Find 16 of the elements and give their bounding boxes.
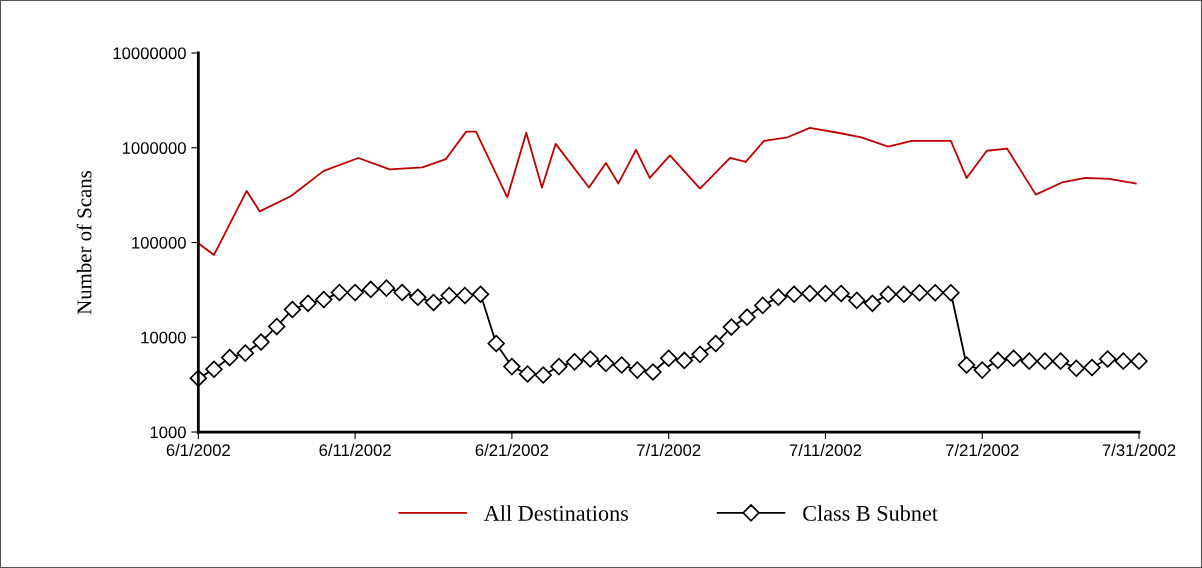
x-tick-label: 7/1/2002 (637, 443, 701, 457)
y-axis-title: Number of Scans (76, 170, 92, 315)
y-tick-label: 100000 (132, 236, 186, 249)
line-series (197, 126, 1137, 256)
y-tick-label: 1000 (150, 426, 186, 439)
x-tick-label: 7/21/2002 (946, 443, 1019, 457)
y-tick-label: 10000000 (113, 47, 186, 60)
y-tick-label: 1000000 (122, 142, 186, 154)
legend-label: All Destinations (484, 505, 629, 521)
x-tick-label: 6/11/2002 (319, 443, 391, 457)
x-tick-label: 7/11/2002 (789, 443, 862, 457)
y-tick-label: 10000 (141, 331, 186, 344)
x-tick-label: 7/31/2002 (1102, 443, 1176, 457)
x-tick-label: 6/1/2002 (166, 443, 230, 457)
x-tick-label: 6/21/2002 (475, 443, 549, 457)
legend-label: Class B Subnet (803, 505, 938, 521)
